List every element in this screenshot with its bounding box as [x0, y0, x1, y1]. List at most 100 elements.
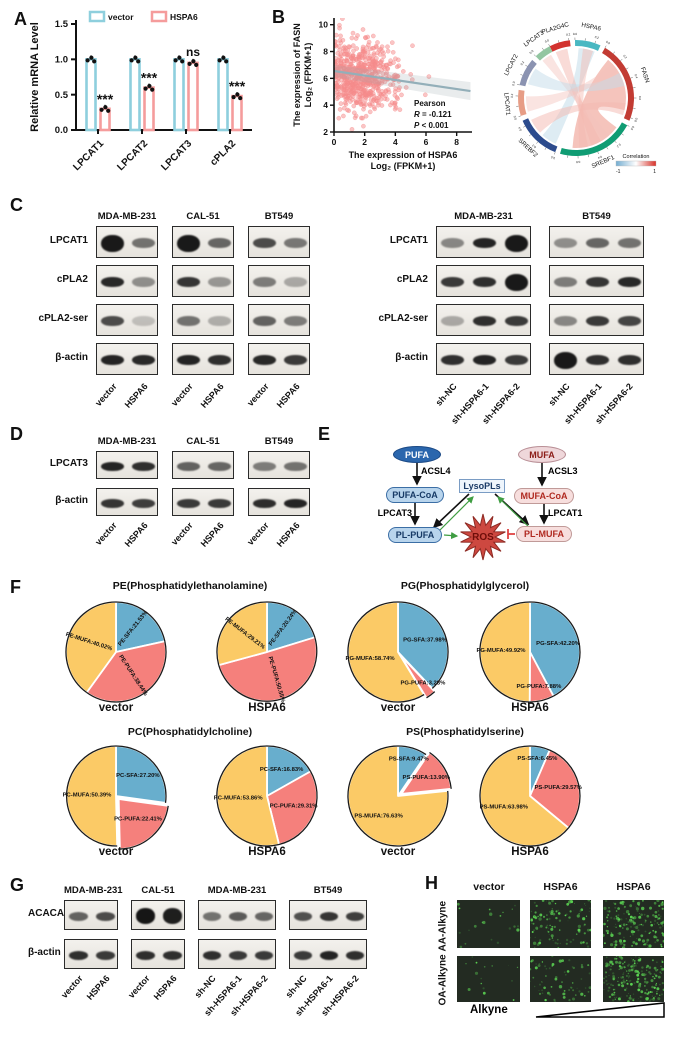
- svg-text:***: ***: [229, 78, 246, 94]
- blot-band: [68, 950, 89, 960]
- blot-band: [617, 238, 641, 248]
- blot-box: [96, 226, 158, 258]
- svg-text:The expression of HSPA6: The expression of HSPA6: [349, 150, 458, 160]
- cell-line-header: BT549: [264, 436, 294, 447]
- pie-slice-PUFA: [528, 651, 555, 703]
- blot-band: [253, 277, 276, 287]
- blot-band: [284, 277, 307, 287]
- svg-text:6: 6: [424, 137, 429, 147]
- blot-box: [198, 939, 276, 969]
- blot-band: [132, 498, 155, 508]
- node-pufa-coa: PUFA-CoA: [386, 487, 444, 503]
- blot-box: [289, 939, 367, 969]
- blot-box: [248, 304, 310, 336]
- bar-HSPA6-cPLA2: [231, 94, 243, 132]
- label-lpcat1: LPCAT1: [548, 508, 583, 518]
- svg-text:Log₂ (FPKM+1): Log₂ (FPKM+1): [371, 161, 436, 171]
- blot-box: [64, 900, 118, 930]
- blot-band: [208, 355, 231, 365]
- blot-band: [554, 277, 578, 287]
- blot-band: [101, 498, 124, 508]
- pie-slice-label: PC-SFA:16.83%: [260, 767, 304, 773]
- circos-ribbon: [527, 68, 625, 92]
- pie-ps-HSPA6: PS-SFA:6.45% PS-PUFA:29.57% PS-MUFA:63.98%: [479, 745, 583, 847]
- fluorescence-image-aa-alkyne-col2: [530, 900, 591, 948]
- pie-slice-label: PC-MUFA:50.39%: [63, 792, 113, 798]
- blot-band: [132, 461, 155, 471]
- circos-ribbon: [531, 102, 626, 133]
- node-lysopls: LysoPLs: [459, 479, 505, 493]
- cell-line-header: BT549: [264, 211, 294, 222]
- label-lpcat3: LPCAT3: [377, 508, 412, 518]
- blot-band: [177, 234, 200, 252]
- node-mufa: MUFA: [518, 446, 566, 463]
- blot-band: [293, 911, 313, 921]
- fluor-row-label-oa-alkyne: OA-Alkyne: [437, 954, 449, 1006]
- svg-text:2: 2: [362, 137, 367, 147]
- blot-box: [172, 226, 234, 258]
- pie-slice-label: PC-PUFA:22.41%: [114, 817, 163, 823]
- blot-band: [208, 461, 231, 471]
- blot-box: [289, 900, 367, 930]
- label-acsl3: ACSL3: [548, 466, 578, 476]
- blot-box: [172, 343, 234, 375]
- pie-slice-label: PE-MUFA:29.21%: [224, 617, 267, 652]
- circos-arc-LPCAT1: [518, 89, 527, 116]
- pie-slice-label: PG-SFA:42.20%: [536, 641, 581, 647]
- pie-ps-vector: PS-SFA:9.47% PS-PUFA:13.90% PS-MUFA:76.63%: [347, 745, 453, 847]
- fluorescence-image-oa-alkyne-col2: [530, 956, 591, 1002]
- pie-condition-label: HSPA6: [511, 846, 549, 858]
- svg-text:Correlation: Correlation: [623, 154, 650, 160]
- blot-band: [208, 316, 231, 326]
- blot-band: [345, 911, 365, 921]
- blot-band: [293, 950, 313, 960]
- blot-band: [253, 238, 276, 248]
- circos-ribbon: [542, 54, 610, 141]
- pie-condition-label: HSPA6: [248, 702, 286, 714]
- blot-band: [135, 908, 156, 924]
- pie-slice-SFA: [266, 601, 316, 653]
- blot-band: [228, 911, 248, 921]
- bar-HSPA6-LPCAT2: [143, 86, 155, 132]
- blot-band: [101, 277, 124, 287]
- bar-vector-LPCAT1: [85, 58, 97, 132]
- blot-band: [253, 355, 276, 365]
- blot-band: [202, 911, 222, 921]
- pie-slice-PUFA: [117, 798, 170, 850]
- svg-text:1: 1: [653, 169, 656, 175]
- blot-band: [473, 277, 496, 287]
- pie-condition-label: vector: [380, 702, 416, 714]
- pie-slice-PUFA: [85, 640, 167, 703]
- panel-d-label: D: [10, 424, 23, 444]
- blot-box: [549, 226, 644, 258]
- blot-band: [253, 316, 276, 326]
- svg-text:ns: ns: [186, 45, 200, 59]
- svg-text:The expression of FASN: The expression of FASN: [292, 23, 302, 127]
- svg-text:0.0: 0.0: [550, 155, 556, 160]
- pie-pg-HSPA6: PG-SFA:42.20% PG-PUFA:7.88% PG-MUFA:49.92%: [476, 601, 581, 703]
- pie-group-title: PE(Phosphatidylethanolamine): [112, 580, 268, 592]
- blot-band: [284, 316, 307, 326]
- svg-text:0.2: 0.2: [566, 32, 571, 37]
- pie-group-title: PS(Phosphatidylserine): [406, 726, 524, 738]
- blot-band: [95, 950, 116, 960]
- pie-slice-PUFA: [266, 770, 318, 846]
- blot-band: [554, 238, 578, 248]
- svg-text:0.6: 0.6: [576, 160, 581, 164]
- blot-band: [586, 355, 609, 365]
- bar-HSPA6-LPCAT3: [187, 61, 199, 132]
- pie-group-title: PG(Phosphatidylglycerol): [400, 580, 530, 592]
- blot-band: [586, 316, 609, 326]
- blot-band: [202, 950, 222, 960]
- pathway-arrows: [410, 456, 549, 561]
- pie-slice-MUFA: [479, 601, 531, 703]
- blot-band: [284, 238, 307, 248]
- blot-band: [253, 461, 276, 471]
- blot-band: [101, 234, 124, 252]
- svg-text:HSPA6: HSPA6: [170, 12, 198, 22]
- blot-band: [473, 316, 496, 326]
- bar-vector-cPLA2: [217, 58, 229, 132]
- fluorescence-image-oa-alkyne-col1: [457, 956, 520, 1002]
